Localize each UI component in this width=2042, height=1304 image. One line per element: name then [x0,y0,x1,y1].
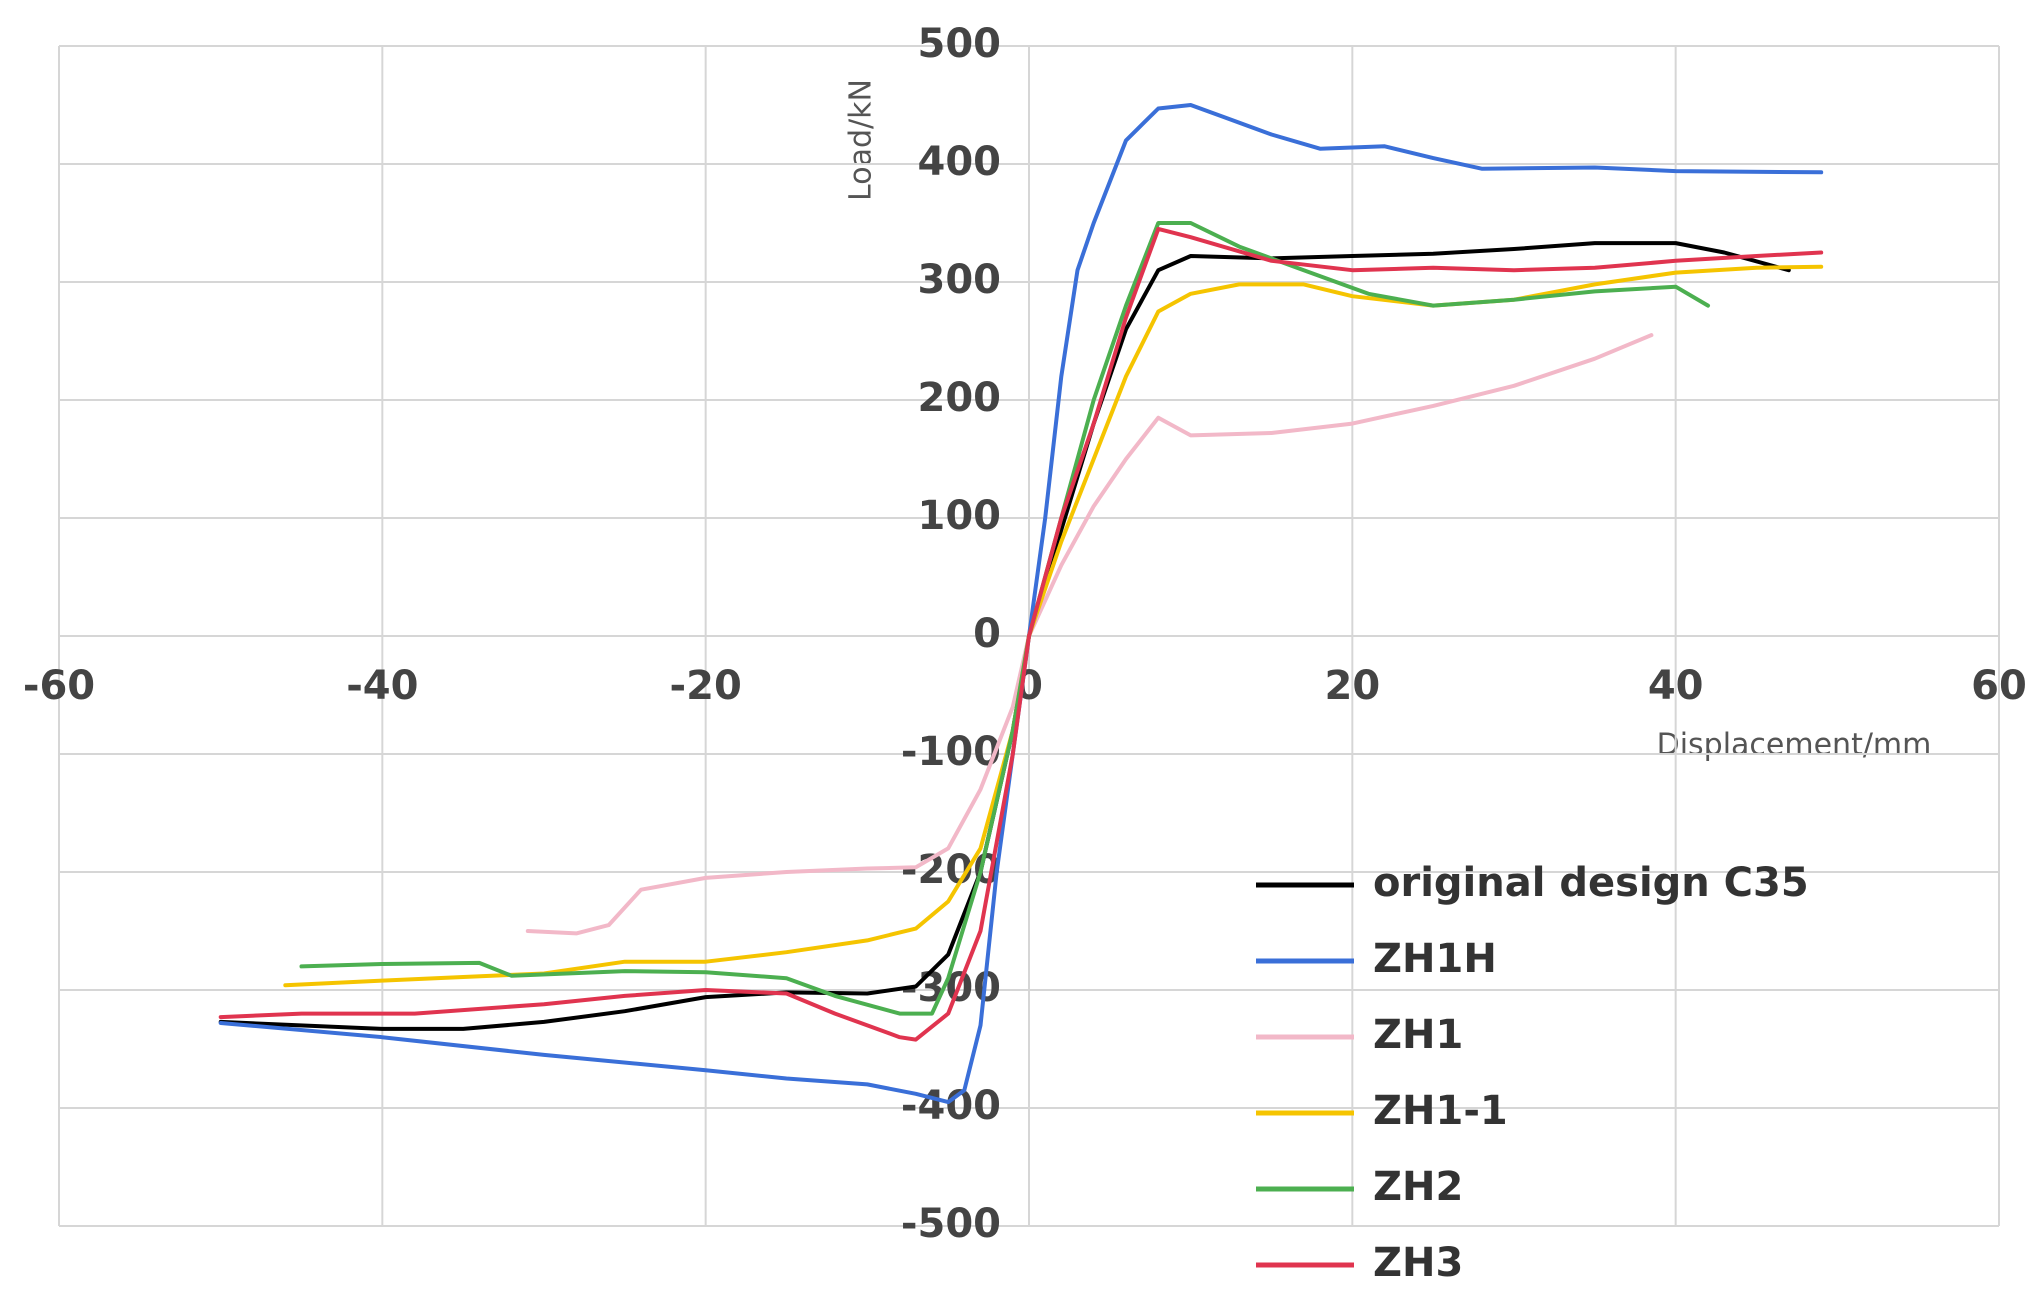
x-tick-label: 20 [1324,663,1380,709]
x-tick-label: -20 [670,663,742,709]
legend-label: ZH3 [1373,1240,1463,1286]
y-tick-label: -100 [901,729,1001,775]
series-line [218,226,1824,1042]
y-tick-label: 300 [918,257,1002,303]
y-tick-label: 100 [918,493,1002,539]
x-tick-label: -60 [23,663,95,709]
y-tick-label: 400 [918,139,1002,185]
legend-label: original design C35 [1373,860,1809,906]
y-tick-label: 500 [918,21,1002,67]
legend-label: ZH1-1 [1373,1088,1508,1134]
series-line [218,103,1824,1105]
legend-label: ZH1H [1373,936,1497,982]
y-tick-label: 0 [973,611,1001,657]
legend-label: ZH1 [1373,1012,1463,1058]
x-axis-label: Displacement/mm [1657,728,1932,763]
x-tick-label: 40 [1648,663,1704,709]
x-tick-label: -40 [346,663,418,709]
y-axis-label: Load/kN [844,79,879,201]
y-tick-label: 200 [918,375,1002,421]
x-tick-label: 60 [1971,663,2027,709]
legend-label: ZH2 [1373,1164,1463,1210]
y-tick-label: -400 [901,1083,1001,1129]
y-tick-label: -500 [901,1201,1001,1247]
series-line [525,333,1654,936]
